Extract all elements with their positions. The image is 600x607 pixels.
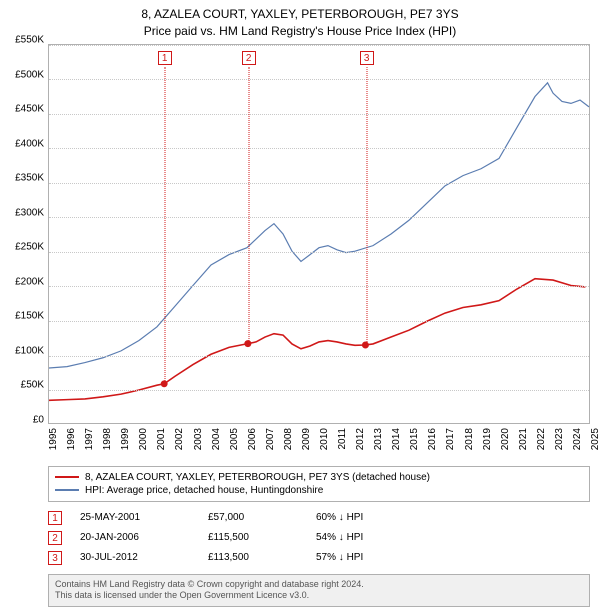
x-tick-label: 2008 bbox=[283, 428, 294, 450]
y-tick-label: £100K bbox=[15, 345, 44, 356]
sale-row-marker: 1 bbox=[48, 511, 62, 525]
x-tick-label: 1995 bbox=[48, 428, 59, 450]
title-subtitle: Price paid vs. HM Land Registry's House … bbox=[0, 23, 600, 40]
y-tick-label: £450K bbox=[15, 104, 44, 115]
y-tick-label: £300K bbox=[15, 207, 44, 218]
x-tick-label: 2017 bbox=[445, 428, 456, 450]
y-tick-label: £150K bbox=[15, 311, 44, 322]
legend-swatch-hpi bbox=[55, 489, 79, 491]
x-tick-label: 2020 bbox=[500, 428, 511, 450]
x-tick-label: 2012 bbox=[355, 428, 366, 450]
x-tick-label: 2002 bbox=[174, 428, 185, 450]
x-tick-label: 2003 bbox=[193, 428, 204, 450]
sale-diff: 60% ↓ HPI bbox=[316, 512, 363, 523]
x-tick-label: 2018 bbox=[464, 428, 475, 450]
x-tick-label: 2007 bbox=[265, 428, 276, 450]
gridline bbox=[49, 45, 589, 46]
y-tick-label: £250K bbox=[15, 242, 44, 253]
sale-marker-line bbox=[164, 67, 165, 386]
x-tick-label: 2010 bbox=[319, 428, 330, 450]
sale-date: 20-JAN-2006 bbox=[80, 532, 190, 543]
sale-row: 3 30-JUL-2012 £113,500 57% ↓ HPI bbox=[48, 548, 590, 568]
x-tick-label: 2024 bbox=[572, 428, 583, 450]
x-tick-label: 2025 bbox=[590, 428, 600, 450]
legend: 8, AZALEA COURT, YAXLEY, PETERBOROUGH, P… bbox=[48, 466, 590, 502]
y-tick-label: £200K bbox=[15, 276, 44, 287]
sale-diff: 57% ↓ HPI bbox=[316, 552, 363, 563]
y-tick-label: £0 bbox=[33, 415, 44, 426]
sale-diff: 54% ↓ HPI bbox=[316, 532, 363, 543]
x-axis: 1995 1996 1997 1998 1999 2000 2001 2002 2003 2004… bbox=[48, 424, 590, 460]
x-tick-label: 1996 bbox=[66, 428, 77, 450]
x-tick-label: 2019 bbox=[482, 428, 493, 450]
gridline bbox=[49, 356, 589, 357]
legend-label-hpi: HPI: Average price, detached house, Hunt… bbox=[85, 485, 323, 496]
x-tick-label: 2022 bbox=[536, 428, 547, 450]
legend-row-property: 8, AZALEA COURT, YAXLEY, PETERBOROUGH, P… bbox=[55, 471, 583, 484]
sales-table: 1 25-MAY-2001 £57,000 60% ↓ HPI 2 20-JAN-2006… bbox=[48, 508, 590, 568]
x-tick-label: 2009 bbox=[301, 428, 312, 450]
gridline bbox=[49, 217, 589, 218]
x-tick-label: 1998 bbox=[102, 428, 113, 450]
plot-svg bbox=[49, 45, 589, 423]
gridline bbox=[49, 183, 589, 184]
sale-marker-box: 3 bbox=[360, 51, 374, 65]
y-tick-label: £500K bbox=[15, 69, 44, 80]
sale-price: £57,000 bbox=[208, 512, 298, 523]
sale-marker-line bbox=[366, 67, 367, 347]
gridline bbox=[49, 321, 589, 322]
y-axis: £0£50K£100K£150K£200K£250K£300K£350K£400… bbox=[0, 40, 48, 420]
sale-date: 25-MAY-2001 bbox=[80, 512, 190, 523]
gridline bbox=[49, 286, 589, 287]
title-address: 8, AZALEA COURT, YAXLEY, PETERBOROUGH, P… bbox=[0, 6, 600, 23]
x-tick-label: 2004 bbox=[211, 428, 222, 450]
y-tick-label: £50K bbox=[21, 380, 44, 391]
y-tick-label: £350K bbox=[15, 173, 44, 184]
x-tick-label: 2013 bbox=[373, 428, 384, 450]
legend-row-hpi: HPI: Average price, detached house, Hunt… bbox=[55, 484, 583, 497]
sale-price: £115,500 bbox=[208, 532, 298, 543]
gridline bbox=[49, 390, 589, 391]
sale-row: 2 20-JAN-2006 £115,500 54% ↓ HPI bbox=[48, 528, 590, 548]
sale-price: £113,500 bbox=[208, 552, 298, 563]
gridline bbox=[49, 79, 589, 80]
legend-swatch-property bbox=[55, 476, 79, 478]
x-tick-label: 2016 bbox=[427, 428, 438, 450]
footer-line1: Contains HM Land Registry data © Crown c… bbox=[55, 579, 583, 591]
sale-marker-box: 2 bbox=[242, 51, 256, 65]
series-line bbox=[49, 82, 589, 367]
y-tick-label: £550K bbox=[15, 35, 44, 46]
sale-row: 1 25-MAY-2001 £57,000 60% ↓ HPI bbox=[48, 508, 590, 528]
y-tick-label: £400K bbox=[15, 138, 44, 149]
x-tick-label: 2011 bbox=[337, 428, 348, 450]
x-tick-label: 2014 bbox=[391, 428, 402, 450]
x-tick-label: 2023 bbox=[554, 428, 565, 450]
chart-container: 8, AZALEA COURT, YAXLEY, PETERBOROUGH, P… bbox=[0, 0, 600, 590]
x-tick-label: 2021 bbox=[518, 428, 529, 450]
x-tick-label: 2001 bbox=[156, 428, 167, 450]
gridline bbox=[49, 148, 589, 149]
x-tick-label: 2006 bbox=[247, 428, 258, 450]
gridline bbox=[49, 252, 589, 253]
x-tick-label: 2000 bbox=[138, 428, 149, 450]
sale-marker-line bbox=[248, 67, 249, 345]
sale-date: 30-JUL-2012 bbox=[80, 552, 190, 563]
sale-row-marker: 2 bbox=[48, 531, 62, 545]
sale-marker-box: 1 bbox=[158, 51, 172, 65]
series-line bbox=[49, 278, 585, 400]
x-tick-label: 1999 bbox=[120, 428, 131, 450]
sale-row-marker: 3 bbox=[48, 551, 62, 565]
x-tick-label: 2015 bbox=[409, 428, 420, 450]
footer: Contains HM Land Registry data © Crown c… bbox=[48, 574, 590, 607]
x-tick-label: 2005 bbox=[229, 428, 240, 450]
plot-area: 1 2 3 bbox=[48, 44, 590, 424]
footer-line2: This data is licensed under the Open Gov… bbox=[55, 590, 583, 602]
x-tick-label: 1997 bbox=[84, 428, 95, 450]
gridline bbox=[49, 114, 589, 115]
title-block: 8, AZALEA COURT, YAXLEY, PETERBOROUGH, P… bbox=[0, 0, 600, 44]
legend-label-property: 8, AZALEA COURT, YAXLEY, PETERBOROUGH, P… bbox=[85, 472, 430, 483]
